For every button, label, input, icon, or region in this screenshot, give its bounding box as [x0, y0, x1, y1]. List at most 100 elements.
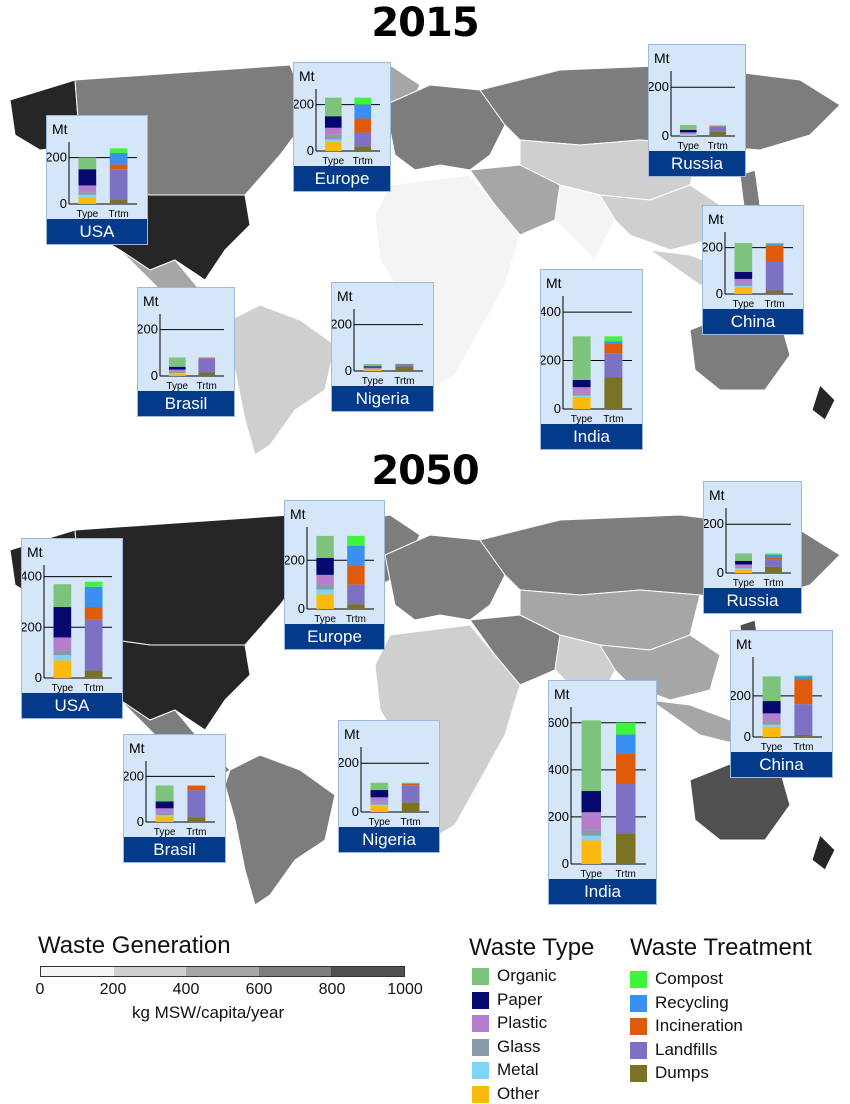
bar-segment-organic [734, 242, 753, 272]
bar-segment-paper [78, 169, 97, 186]
legend-generation-unit: kg MSW/capita/year [132, 1003, 285, 1022]
bar-segment-other [363, 369, 382, 371]
x-tick-label: Type [733, 299, 755, 310]
region-label: Europe [285, 624, 384, 649]
scale-tick-label: 800 [318, 981, 346, 998]
x-tick-label: Trtm [197, 381, 217, 392]
bar-segment-dumps [84, 670, 103, 678]
bar-segment-dumps [709, 131, 727, 136]
legend-swatch-metal [472, 1062, 489, 1079]
bar-segment-compost [604, 336, 623, 342]
bar-segment-dumps [347, 604, 365, 609]
bar-segment-dumps [604, 377, 623, 409]
bar-segment-other [370, 805, 389, 812]
bar-segment-glass [370, 802, 389, 805]
bar-segment-landfills [198, 358, 216, 373]
x-tick-label: Trtm [763, 578, 783, 589]
bar-segment-metal [762, 724, 781, 727]
bar-segment-organic [735, 553, 752, 561]
bar-segment-organic [316, 535, 334, 558]
bar-segment-plastic [762, 713, 781, 722]
bar-segment-paper [581, 791, 601, 813]
y-tick-label: 0 [151, 368, 158, 383]
x-tick-label: Type [369, 817, 391, 828]
y-tick-label: 200 [704, 516, 724, 531]
bar-segment-glass [155, 812, 174, 816]
bar-segment-paper [363, 366, 382, 368]
map-europe [384, 534, 506, 621]
axis-unit-label: Mt [299, 68, 315, 84]
bar-segment-other [735, 569, 752, 573]
y-tick-label: 600 [549, 715, 569, 730]
stacked-bar-chart: Mt 0 200 400 600 Type Trtm [549, 686, 646, 880]
year-title-2015: 2015 [371, 0, 479, 46]
bar-segment-other [679, 134, 697, 136]
bar-segment-metal [78, 194, 97, 198]
bar-segment-organic [53, 584, 72, 608]
legend-swatch-plastic [472, 1015, 489, 1032]
legend-label-paper: Paper [497, 989, 543, 1009]
map-south-america [224, 304, 336, 456]
legend-swatch-landfills [630, 1041, 647, 1059]
axis-unit-label: Mt [337, 288, 353, 304]
axis-unit-label: Mt [143, 293, 159, 309]
y-tick-label: 200 [731, 688, 751, 703]
y-tick-label: 0 [562, 856, 569, 871]
stacked-bar-chart: Mt 0 200 Type Trtm [649, 50, 735, 152]
bar-segment-paper [168, 366, 186, 370]
bar-segment-incineration [347, 565, 365, 585]
bar-segment-recycling [765, 244, 784, 246]
bar-segment-landfills [187, 790, 206, 818]
bar-segment-other [734, 287, 753, 294]
bar-segment-compost [616, 722, 636, 735]
bar-segment-paper [53, 607, 72, 638]
chart-panel-2050-russia: Mt 0 200 Type Trtm Russia [703, 481, 802, 614]
stacked-bar-chart: Mt 0 200 Type Trtm [332, 288, 423, 387]
bar-segment-compost [794, 675, 813, 677]
y-tick-label: 200 [541, 353, 561, 368]
region-label: USA [22, 693, 122, 718]
y-tick-label: 0 [744, 729, 751, 744]
map-new-zealand [811, 384, 836, 421]
x-tick-label: Trtm [109, 209, 129, 220]
x-tick-label: Type [571, 414, 593, 425]
scale-tick-label: 200 [99, 981, 127, 998]
scale-tick-label: 0 [35, 981, 45, 998]
stacked-bar-chart: Mt 0 200 Type Trtm [285, 506, 374, 625]
y-tick-label: 0 [717, 565, 724, 580]
chart-panel-2015-russia: Mt 0 200 Type Trtm Russia [648, 44, 746, 177]
scale-tick-label: 400 [172, 981, 200, 998]
bar-segment-plastic [168, 369, 186, 372]
stacked-bar-chart: Mt 0 200 400 Type Trtm [541, 275, 632, 425]
stacked-bar-chart: Mt 0 200 Type Trtm [703, 211, 793, 310]
bar-segment-other [53, 660, 72, 678]
axis-unit-label: Mt [708, 211, 724, 227]
bar-segment-metal [155, 815, 174, 817]
region-label: Brasil [124, 837, 225, 862]
y-tick-label: 0 [345, 363, 352, 378]
bar-segment-incineration [109, 164, 128, 170]
x-tick-label: Trtm [186, 827, 206, 838]
bar-segment-dumps [109, 199, 128, 204]
region-label: Europe [294, 166, 390, 191]
legend-swatch-compost [630, 971, 647, 988]
stacked-bar-chart: Mt 0 200 Type Trtm [47, 121, 137, 220]
chart-panel-2050-china: Mt 0 200 Type Trtm China [730, 630, 833, 778]
bar-segment-other [762, 726, 781, 737]
bar-segment-landfills [395, 364, 414, 367]
bar-segment-landfills [84, 619, 103, 671]
bar-segment-metal [316, 589, 334, 595]
stacked-bar-chart: Mt 0 200 400 Type Trtm [22, 544, 112, 694]
scale-bin [41, 967, 114, 976]
bar-segment-paper [735, 560, 752, 565]
legend-swatch-dumps [630, 1065, 647, 1082]
chart-panel-2015-usa: Mt 0 200 Type Trtm USA [46, 115, 148, 245]
chart-panel-2015-nigeria: Mt 0 200 Type Trtm Nigeria [331, 282, 434, 412]
region-label: China [703, 309, 803, 334]
bar-segment-landfills [616, 783, 636, 834]
bar-segment-recycling [109, 152, 128, 165]
x-tick-label: Type [733, 578, 755, 589]
bar-segment-compost [401, 782, 420, 784]
region-label: China [731, 752, 832, 777]
x-tick-label: Trtm [765, 299, 785, 310]
